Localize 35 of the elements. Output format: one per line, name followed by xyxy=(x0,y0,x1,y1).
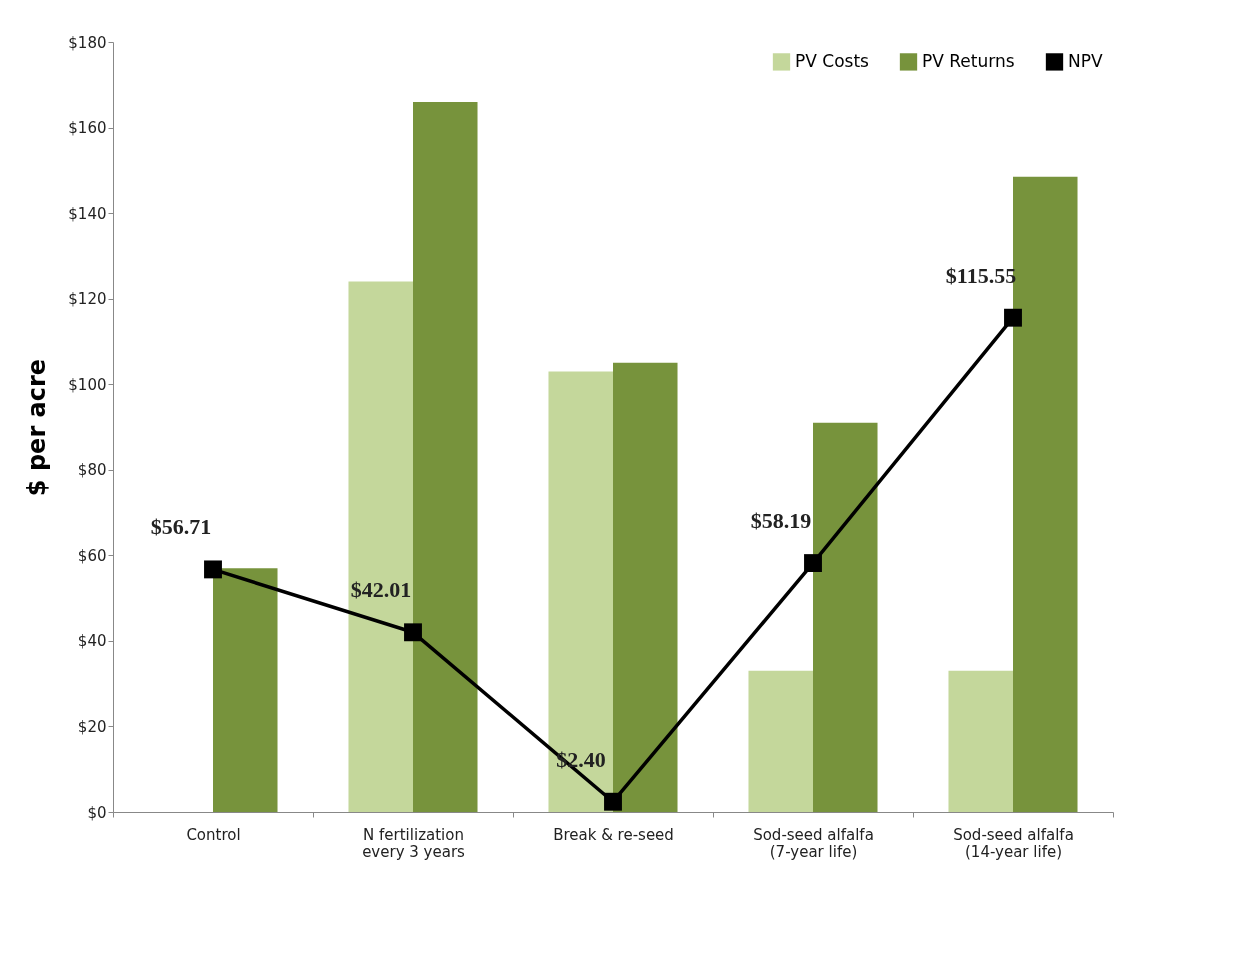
data-label: $42.01 xyxy=(350,577,412,603)
x-tick-label: N fertilization every 3 years xyxy=(362,825,466,861)
x-tick-label: Control xyxy=(186,825,241,844)
bar xyxy=(548,371,613,812)
bar xyxy=(348,281,413,812)
x-tick-label: Sod-seed alfalfa (14-year life) xyxy=(953,825,1074,861)
point xyxy=(604,792,622,811)
point xyxy=(804,554,822,573)
y-tick-label: $20 xyxy=(77,717,107,736)
y-tick-label: $120 xyxy=(68,290,107,309)
data-label: $58.19 xyxy=(750,508,812,534)
bar xyxy=(213,568,278,812)
y-tick-label: $0 xyxy=(87,803,107,822)
x-tick-label: Break & re-seed xyxy=(553,825,674,844)
point xyxy=(1004,308,1022,327)
bar xyxy=(613,362,678,812)
y-axis-title: $ per acre xyxy=(23,358,52,497)
bar xyxy=(413,101,478,812)
legend-label: PV Returns xyxy=(922,50,1015,71)
y-tick-label: $180 xyxy=(68,33,107,52)
bar xyxy=(813,422,878,812)
y-tick-label: $140 xyxy=(68,204,107,223)
legend-label: PV Costs xyxy=(795,50,870,71)
point xyxy=(404,623,422,642)
y-tick-label: $100 xyxy=(68,375,107,394)
y-tick-label: $80 xyxy=(77,461,107,480)
point xyxy=(204,560,222,579)
x-tick-label: Sod-seed alfalfa (7-year life) xyxy=(753,825,874,861)
y-tick-label: $40 xyxy=(77,632,107,651)
data-label: $56.71 xyxy=(150,514,212,540)
y-tick-label: $60 xyxy=(77,546,107,565)
y-tick-label: $160 xyxy=(68,119,107,138)
bar xyxy=(948,670,1013,812)
bar xyxy=(748,670,813,812)
legend-label: NPV xyxy=(1068,50,1103,71)
